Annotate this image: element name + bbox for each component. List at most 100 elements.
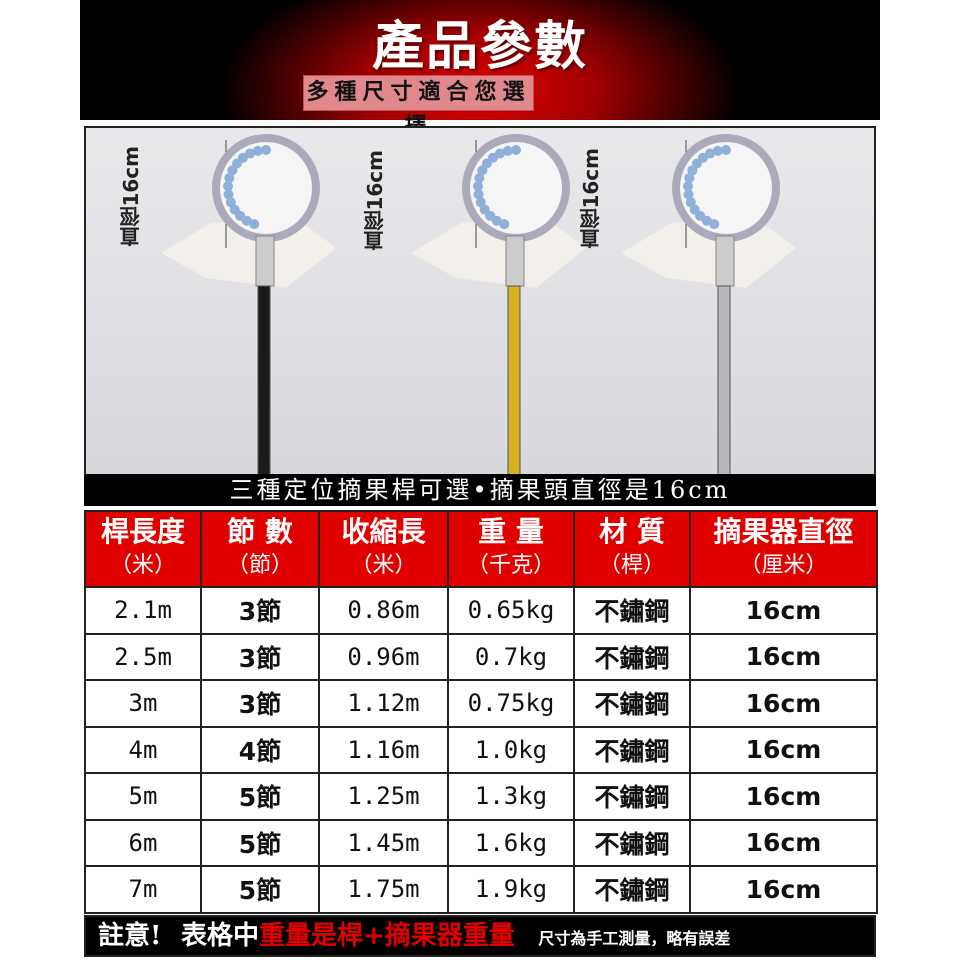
table-cell: 不鏽鋼 [573, 865, 691, 914]
telescopic-pole [717, 285, 731, 477]
table-cell: 1.6kg [447, 818, 575, 867]
note-small: 尺寸為手工測量，略有誤差 [538, 929, 731, 948]
header-banner: 產品參數 多種尺寸適合您選擇 [80, 0, 880, 139]
spec-table: 桿長度 （米） 節 數 （節） 收縮長 （米） 重 量 （千克） 材 質 （桿） 摘果器直徑 （厘米）… [84, 510, 878, 914]
table-cell: 3節 [200, 632, 320, 681]
table-cell: 3m [84, 679, 202, 728]
column-header: 節 數 （節） [200, 510, 320, 588]
table-row: 3m 3節 1.12m 0.75kg 不鏽鋼 16cm [84, 679, 878, 728]
table-cell: 5節 [200, 772, 320, 821]
fruit-picker-2 [411, 134, 586, 477]
table-cell: 4節 [200, 725, 320, 774]
net-mesh [621, 218, 796, 288]
table-row: 5m 5節 1.25m 1.3kg 不鏽鋼 16cm [84, 772, 878, 821]
table-cell: 3節 [200, 586, 320, 635]
net-mesh [161, 218, 336, 288]
column-header-unit: （米） [350, 553, 417, 578]
column-header-unit: （厘米） [739, 553, 828, 578]
table-header-row: 桿長度 （米） 節 數 （節） 收縮長 （米） 重 量 （千克） 材 質 （桿） 摘果器直徑 （厘米） [84, 510, 878, 588]
table-cell: 0.86m [318, 586, 449, 635]
table-row: 2.5m 3節 0.96m 0.7kg 不鏽鋼 16cm [84, 632, 878, 681]
note-highlight: 重量是桿+摘果器重量 [259, 921, 515, 951]
table-cell: 16cm [689, 586, 878, 635]
diameter-label: 直徑16cm [119, 146, 143, 247]
table-row: 6m 5節 1.45m 1.6kg 不鏽鋼 16cm [84, 818, 878, 867]
note-prefix: 表格中 [181, 921, 260, 951]
diameter-label: 直徑16cm [579, 148, 603, 249]
table-cell: 1.12m [318, 679, 449, 728]
fruit-picker-1 [161, 134, 336, 477]
picker-tooth [474, 173, 485, 184]
table-cell: 1.45m [318, 818, 449, 867]
picker-tooth [683, 189, 694, 200]
table-cell: 1.9kg [447, 865, 575, 914]
table-cell: 不鏽鋼 [573, 725, 691, 774]
table-cell: 1.75m [318, 865, 449, 914]
fruit-picker-3 [621, 134, 796, 477]
table-cell: 0.7kg [447, 632, 575, 681]
picker-tooth [499, 219, 510, 230]
table-cell: 0.65kg [447, 586, 575, 635]
column-header: 收縮長 （米） [318, 510, 449, 588]
table-cell: 不鏽鋼 [573, 818, 691, 867]
table-cell: 5節 [200, 818, 320, 867]
picker-tooth [709, 219, 720, 230]
table-cell: 16cm [689, 725, 878, 774]
table-cell: 0.96m [318, 632, 449, 681]
picker-tooth [475, 197, 486, 208]
table-cell: 1.0kg [447, 725, 575, 774]
page-title: 產品參數 [371, 17, 588, 77]
picker-neck [715, 235, 735, 287]
column-header-label: 重 量 [478, 515, 544, 548]
picker-tooth [224, 173, 235, 184]
picker-tooth [225, 197, 236, 208]
column-header-unit: （千克） [466, 553, 555, 578]
table-cell: 16cm [689, 679, 878, 728]
table-cell: 1.3kg [447, 772, 575, 821]
fruit-picker-nets-illustration [161, 134, 796, 477]
table-cell: 1.25m [318, 772, 449, 821]
table-cell: 2.5m [84, 632, 202, 681]
caption-bar: 三種定位摘果桿可選•摘果頭直徑是16cm [84, 474, 876, 506]
picker-tooth [244, 148, 255, 159]
table-cell: 16cm [689, 818, 878, 867]
table-cell: 1.16m [318, 725, 449, 774]
picker-tooth [261, 145, 271, 155]
telescopic-pole [257, 285, 271, 477]
column-header-label: 收縮長 [341, 515, 426, 548]
table-cell: 16cm [689, 632, 878, 681]
table-cell: 16cm [689, 772, 878, 821]
table-cell: 7m [84, 865, 202, 914]
picker-tooth [473, 181, 484, 192]
table-cell: 16cm [689, 865, 878, 914]
note-label: 註意! [98, 921, 162, 951]
picker-tooth [685, 197, 696, 208]
table-row: 4m 4節 1.16m 1.0kg 不鏽鋼 16cm [84, 725, 878, 774]
picker-tooth [704, 148, 715, 159]
column-header-unit: （桿） [598, 553, 665, 578]
net-mesh [411, 218, 586, 288]
table-cell: 4m [84, 725, 202, 774]
table-cell: 3節 [200, 679, 320, 728]
table-cell: 0.75kg [447, 679, 575, 728]
telescopic-pole [507, 285, 521, 477]
picker-tooth [473, 189, 484, 200]
picker-tooth [502, 145, 513, 156]
product-photo: 直徑16cm 直徑16cm 直徑16cm [84, 126, 876, 477]
diameter-label: 直徑16cm [363, 150, 387, 251]
picker-tooth [252, 145, 263, 156]
table-cell: 5節 [200, 865, 320, 914]
table-cell: 不鏽鋼 [573, 679, 691, 728]
page-subtitle: 多種尺寸適合您選擇 [303, 75, 534, 139]
picker-tooth [511, 145, 521, 155]
column-header: 摘果器直徑 （厘米） [689, 510, 878, 588]
column-header-unit: （米） [109, 553, 176, 578]
picker-tooth [223, 181, 234, 192]
picker-tooth [712, 145, 723, 156]
picker-neck [505, 235, 525, 287]
picker-tooth [249, 219, 260, 230]
table-row: 2.1m 3節 0.86m 0.65kg 不鏽鋼 16cm [84, 586, 878, 635]
table-cell: 不鏽鋼 [573, 586, 691, 635]
column-header-label: 摘果器直徑 [713, 515, 854, 548]
table-row: 7m 5節 1.75m 1.9kg 不鏽鋼 16cm [84, 865, 878, 914]
